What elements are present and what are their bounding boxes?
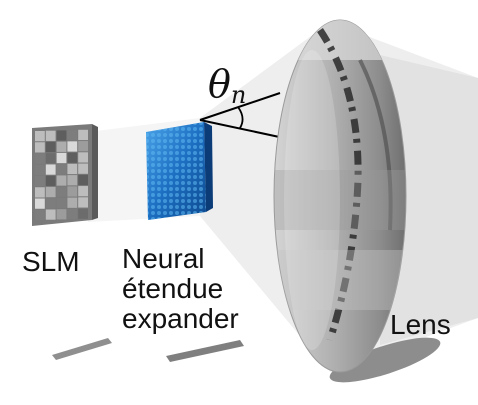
slm-pixel xyxy=(56,164,67,175)
slm-pixel xyxy=(67,208,78,220)
expander-label-line-2: étendue xyxy=(122,273,224,304)
angle-rays xyxy=(199,92,285,139)
slm-pixel xyxy=(45,153,56,164)
slm-pixel xyxy=(35,198,45,209)
angle-subscript: n xyxy=(230,81,247,109)
slm-pixel xyxy=(67,175,78,186)
slm-pixel xyxy=(45,164,56,175)
slm-pixel xyxy=(45,141,56,153)
floor-shadows xyxy=(52,337,441,383)
slm-pixel xyxy=(45,130,56,141)
slm-pixel xyxy=(67,197,78,208)
slm-pixel xyxy=(35,187,45,198)
lens-label: Lens xyxy=(390,309,451,340)
slm-pixel xyxy=(35,176,45,187)
slm-pixel xyxy=(67,186,78,197)
slm-panel-icon xyxy=(32,124,98,226)
slm-pixel xyxy=(78,208,88,219)
slm-pixel xyxy=(67,163,78,175)
slm-pixel xyxy=(56,186,67,197)
slm-pixel xyxy=(78,186,88,197)
slm-pixel xyxy=(35,164,45,175)
angle-label: θn xyxy=(208,64,246,115)
slm-pixel xyxy=(35,153,45,164)
slm-pixel xyxy=(78,152,88,163)
slm-pixel xyxy=(56,197,67,209)
slm-pixel xyxy=(45,209,56,220)
angle-symbol: θ xyxy=(208,62,231,106)
slm-pixel xyxy=(35,142,45,153)
lens-icon xyxy=(273,19,407,373)
slm-pixel xyxy=(56,141,67,152)
expander-panel-icon xyxy=(146,122,213,220)
slm-pixel xyxy=(35,131,45,142)
slm-pixel-grid xyxy=(35,129,88,220)
slm-pixel xyxy=(67,141,78,152)
slm-pixel xyxy=(45,186,56,198)
slm-pixel xyxy=(45,198,56,209)
slm-pixel xyxy=(78,141,88,152)
expander-label-line-3: expander xyxy=(122,303,239,334)
slm-pixel xyxy=(35,209,45,220)
slm-pixel xyxy=(56,209,67,220)
slm-pixel xyxy=(56,175,67,186)
slm-pixel xyxy=(78,174,88,186)
expander-label: Neural étendue expander xyxy=(122,244,239,334)
slm-pixel xyxy=(78,197,88,208)
expander-label-line-1: Neural xyxy=(122,243,205,274)
slm-label: SLM xyxy=(22,246,80,277)
slm-pixel xyxy=(45,175,56,186)
slm-pixel xyxy=(78,129,88,141)
slm-pixel xyxy=(67,130,78,141)
slm-pixel xyxy=(67,152,78,163)
slm-pixel xyxy=(56,152,67,164)
slm-pixel xyxy=(56,130,67,141)
slm-pixel xyxy=(78,163,88,174)
